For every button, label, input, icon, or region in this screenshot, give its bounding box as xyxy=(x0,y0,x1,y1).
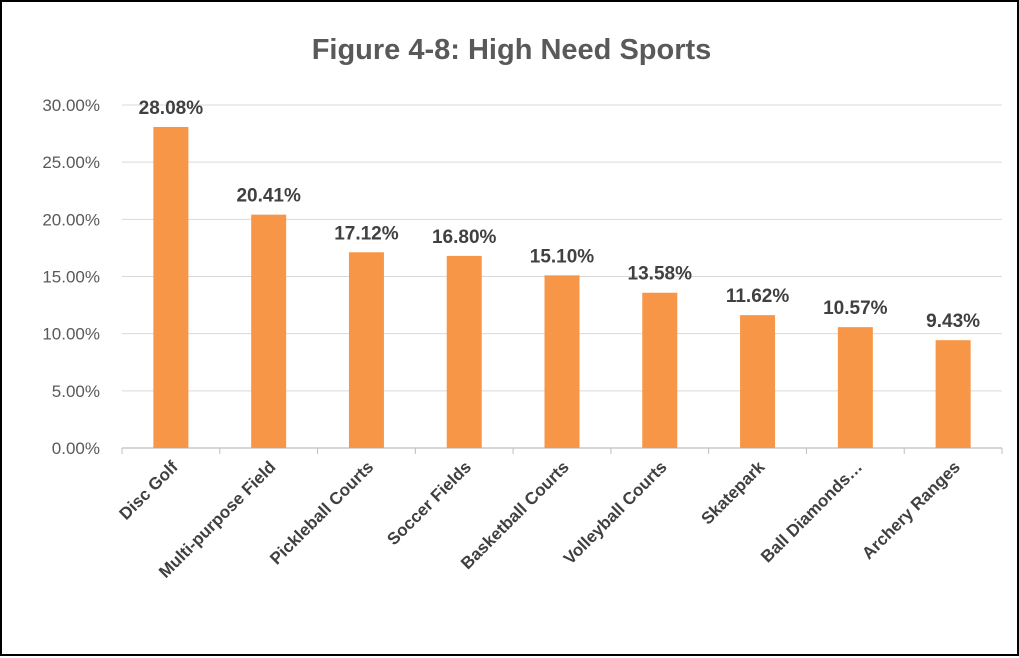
y-tick-label: 0.00% xyxy=(52,439,100,458)
y-tick-label: 20.00% xyxy=(42,210,100,229)
category-label: Soccer Fields xyxy=(383,457,475,549)
y-tick-label: 25.00% xyxy=(42,153,100,172)
y-tick-label: 30.00% xyxy=(42,96,100,115)
bar xyxy=(936,340,971,448)
data-label: 11.62% xyxy=(726,286,789,307)
bar xyxy=(447,256,482,448)
bar xyxy=(838,327,873,448)
data-label: 16.80% xyxy=(432,227,497,248)
data-label: 10.57% xyxy=(823,298,888,319)
bar xyxy=(545,275,580,448)
y-tick-label: 5.00% xyxy=(52,382,100,401)
category-label: Basketball Courts xyxy=(457,457,573,573)
bar xyxy=(740,315,775,448)
data-label: 17.12% xyxy=(334,223,399,244)
bar xyxy=(349,252,384,448)
category-label: Disc Golf xyxy=(116,457,182,523)
data-label: 20.41% xyxy=(236,186,301,207)
category-label: Pickleball Courts xyxy=(266,457,377,568)
category-label: Skatepark xyxy=(697,457,768,528)
category-label: Volleyball Courts xyxy=(560,457,671,568)
bar xyxy=(153,127,188,448)
y-tick-label: 15.00% xyxy=(42,268,100,287)
data-label: 13.58% xyxy=(628,264,693,285)
data-label: 9.43% xyxy=(926,311,980,332)
data-label: 15.10% xyxy=(530,246,595,267)
data-label: 28.08% xyxy=(139,98,204,119)
bar xyxy=(642,293,677,448)
y-tick-label: 10.00% xyxy=(42,325,100,344)
bar xyxy=(251,215,286,448)
category-label: Ball Diamonds… xyxy=(757,457,866,566)
category-label: Archery Ranges xyxy=(858,457,964,563)
